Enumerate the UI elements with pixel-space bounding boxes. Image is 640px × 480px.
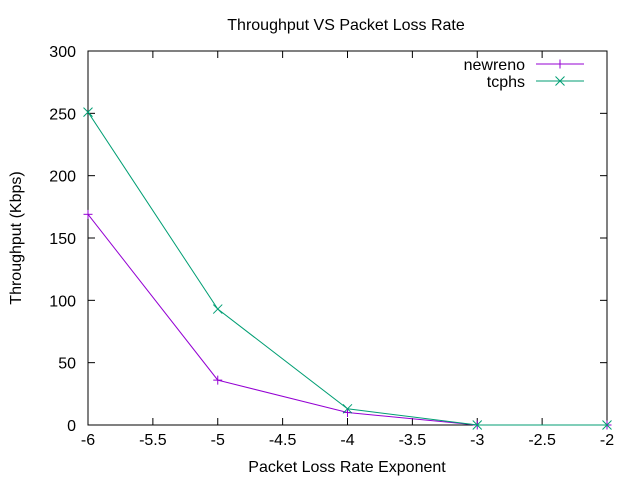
- y-tick-label: 50: [58, 356, 76, 373]
- data-point-tcphs: [342, 403, 353, 414]
- x-tick-label: -5: [211, 432, 225, 449]
- data-point-newreno: [83, 209, 93, 219]
- data-point-tcphs: [472, 420, 483, 430]
- series-line-tcphs: [87, 111, 607, 426]
- x-tick-label: -2.5: [528, 432, 556, 449]
- x-tick-label: -3: [470, 432, 484, 449]
- data-point-tcphs: [83, 107, 93, 117]
- legend-label-newreno: newreno: [464, 57, 525, 74]
- series-line-newreno: [87, 214, 607, 426]
- y-tick-label: 250: [49, 106, 76, 123]
- x-tick-label: -4: [340, 432, 354, 449]
- data-point-tcphs: [212, 304, 223, 314]
- y-tick-label: 300: [49, 44, 76, 61]
- x-tick-label: -6: [81, 432, 95, 449]
- plot-area: -6 -5.5 -5 -4.5 -4 -3.5 -3 -2.5 -2 0 50 100 150 200 2…: [49, 44, 614, 449]
- y-tick-label: 200: [49, 169, 76, 186]
- series-group: [83, 107, 612, 430]
- legend-marker-tcphs: [555, 76, 565, 86]
- x-axis: -6 -5.5 -5 -4.5 -4 -3.5 -3 -2.5 -2: [81, 51, 614, 449]
- data-point-newreno: [343, 408, 352, 418]
- y-tick-label: 150: [49, 231, 76, 248]
- data-point-tcphs: [602, 420, 612, 430]
- plot-frame: [87, 50, 608, 426]
- data-point-newreno: [213, 375, 223, 385]
- x-tick-label: -4.5: [269, 432, 297, 449]
- x-tick-label: -2: [600, 432, 614, 449]
- y-tick-label: 0: [67, 418, 76, 435]
- y-axis: 0 50 100 150 200 250 300: [49, 44, 607, 435]
- y-axis-label: Throughput (Kbps): [8, 171, 25, 304]
- x-tick-label: -5.5: [139, 432, 167, 449]
- chart-title: Throughput VS Packet Loss Rate: [227, 17, 465, 34]
- legend-label-tcphs: tcphs: [487, 74, 525, 91]
- x-tick-label: -3.5: [399, 432, 427, 449]
- x-axis-label: Packet Loss Rate Exponent: [248, 459, 446, 476]
- y-tick-label: 100: [49, 293, 76, 310]
- legend-marker-newreno: [555, 59, 565, 69]
